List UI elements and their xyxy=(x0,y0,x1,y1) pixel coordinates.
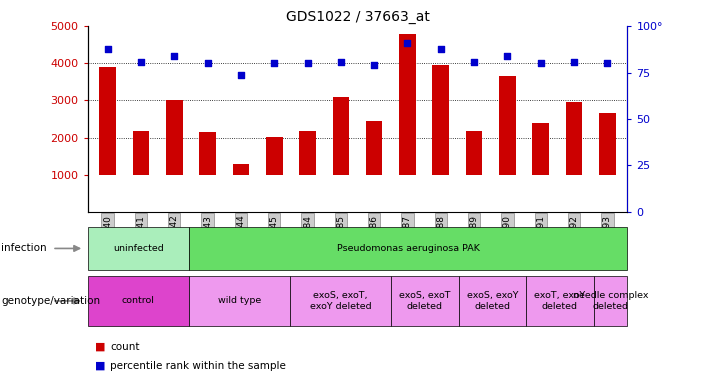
Text: percentile rank within the sample: percentile rank within the sample xyxy=(110,361,286,370)
Bar xyxy=(233,164,250,175)
Point xyxy=(535,60,546,66)
Bar xyxy=(132,131,149,175)
Text: ■: ■ xyxy=(95,342,105,352)
Bar xyxy=(199,132,216,175)
Point xyxy=(569,58,580,64)
Text: Pseudomonas aeruginosa PAK: Pseudomonas aeruginosa PAK xyxy=(336,244,479,253)
Bar xyxy=(100,67,116,175)
Text: uninfected: uninfected xyxy=(113,244,163,253)
Point xyxy=(601,60,613,66)
Point xyxy=(402,40,413,46)
Bar xyxy=(499,76,516,175)
Point xyxy=(335,58,346,64)
Bar xyxy=(166,100,182,175)
Text: count: count xyxy=(110,342,139,352)
Point xyxy=(169,53,180,59)
Bar xyxy=(399,34,416,175)
Text: wild type: wild type xyxy=(218,296,261,305)
Text: exoS, exoY
deleted: exoS, exoY deleted xyxy=(467,291,518,310)
Point xyxy=(435,45,447,51)
Bar xyxy=(465,131,482,175)
Point xyxy=(369,62,380,68)
Point xyxy=(268,60,280,66)
Point xyxy=(502,53,513,59)
Bar xyxy=(533,123,549,175)
Text: infection: infection xyxy=(1,243,47,254)
Title: GDS1022 / 37663_at: GDS1022 / 37663_at xyxy=(285,10,430,24)
Bar xyxy=(599,114,615,175)
Bar xyxy=(566,102,583,175)
Point xyxy=(135,58,147,64)
Point xyxy=(236,72,247,78)
Text: genotype/variation: genotype/variation xyxy=(1,296,100,306)
Text: exoS, exoT,
exoY deleted: exoS, exoT, exoY deleted xyxy=(310,291,372,310)
Point xyxy=(302,60,313,66)
Bar xyxy=(266,137,283,175)
Bar xyxy=(332,97,349,175)
Bar xyxy=(299,131,316,175)
Point xyxy=(202,60,213,66)
Text: exoS, exoT
deleted: exoS, exoT deleted xyxy=(400,291,451,310)
Text: needle complex
deleted: needle complex deleted xyxy=(573,291,648,310)
Text: ■: ■ xyxy=(95,361,105,370)
Text: control: control xyxy=(122,296,155,305)
Text: exoT, exoY
deleted: exoT, exoY deleted xyxy=(534,291,585,310)
Point xyxy=(102,45,114,51)
Bar xyxy=(433,65,449,175)
Bar xyxy=(366,121,383,175)
Point xyxy=(468,58,479,64)
